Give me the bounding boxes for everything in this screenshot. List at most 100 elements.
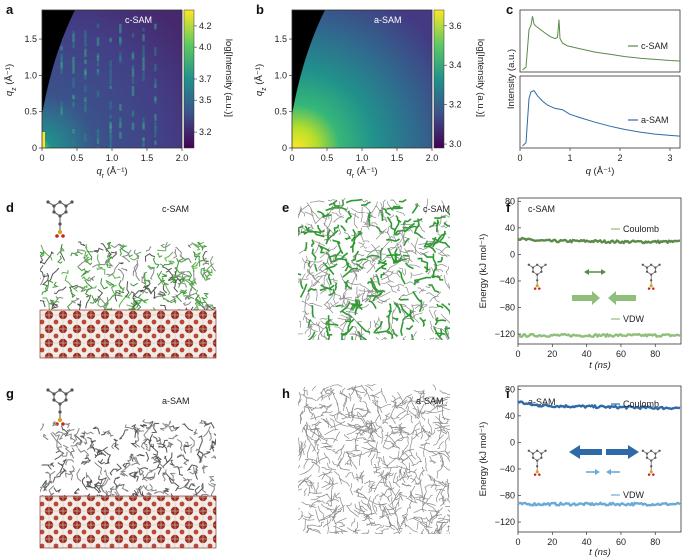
- molecule-segment: [437, 429, 445, 432]
- molecule-segment: [415, 410, 419, 419]
- chain-segment: [175, 291, 185, 303]
- molecule-segment: [368, 485, 377, 490]
- molecule-segment: [364, 481, 374, 485]
- molecule-segment: [359, 451, 362, 466]
- molecule-segment: [308, 512, 314, 517]
- ordered-molecule: [392, 248, 398, 264]
- chain-segment: [42, 480, 47, 491]
- bragg-spot: [84, 84, 87, 93]
- ordered-molecule: [446, 211, 450, 216]
- molecule-segment: [414, 479, 422, 485]
- molecule-segment: [443, 224, 450, 229]
- atom: [52, 392, 56, 396]
- molecule-segment: [314, 273, 329, 280]
- chain-segment: [130, 300, 137, 310]
- molecule-segment: [436, 226, 442, 237]
- molecule-segment: [439, 246, 449, 254]
- molecule-segment: [401, 431, 410, 436]
- chain-segment: [185, 307, 188, 310]
- chain-segment: [153, 289, 158, 300]
- chain-segment: [136, 467, 144, 476]
- molecule-segment: [329, 492, 336, 502]
- molecule-segment: [423, 337, 435, 340]
- ytick-label: 0.5: [24, 107, 37, 117]
- xtick-label: 60: [616, 537, 626, 547]
- molecule-segment: [433, 263, 447, 267]
- bragg-spot: [96, 138, 100, 142]
- ordered-molecule: [299, 283, 308, 298]
- phosphorus-atom: [535, 284, 539, 288]
- molecule-segment: [418, 247, 428, 250]
- chain-segment: [183, 459, 189, 466]
- oxygen-atom: [61, 234, 65, 238]
- molecule-segment: [371, 201, 378, 214]
- molecule-segment: [358, 396, 363, 403]
- molecule-segment: [429, 320, 435, 333]
- chain-segment: [186, 288, 192, 299]
- bragg-spot: [119, 52, 122, 58]
- chain-segment: [81, 276, 91, 282]
- molecule-segment: [424, 457, 428, 472]
- molecule-segment: [438, 482, 449, 487]
- molecule-segment: [377, 457, 380, 467]
- bragg-spot: [131, 77, 135, 84]
- molecule-segment: [348, 392, 352, 402]
- molecule-segment: [326, 389, 336, 395]
- chain-segment: [79, 432, 85, 439]
- chain-segment: [52, 431, 62, 446]
- molecule-segment: [360, 428, 367, 433]
- panel-a: a c-SAM 4.2 4.0 3.7 3.5 3.2 log[Intensity (a…: [4, 2, 234, 180]
- molecule-segment: [344, 206, 349, 212]
- chain-segment: [188, 483, 196, 490]
- ordered-molecule: [320, 284, 333, 291]
- molecule-segment: [323, 389, 335, 399]
- molecule-segment: [424, 484, 441, 488]
- molecule-segment: [368, 426, 373, 441]
- molecule-segment: [299, 472, 307, 476]
- chain-segment: [91, 485, 103, 490]
- bragg-spot: [72, 56, 75, 66]
- molecule-segment: [432, 434, 444, 446]
- molecule-segment: [409, 436, 413, 452]
- chain-segment: [113, 463, 122, 472]
- chain-segment: [186, 464, 199, 471]
- molecule-segment: [373, 471, 388, 481]
- molecule-segment: [382, 412, 391, 425]
- molecule-segment: [327, 199, 336, 202]
- atom: [64, 210, 68, 214]
- molecule-segment: [353, 213, 358, 229]
- molecule-segment: [308, 491, 322, 494]
- molecule-segment: [417, 287, 427, 292]
- molecule-segment: [413, 496, 428, 500]
- molecule-segment: [306, 434, 313, 441]
- molecule-segment: [396, 210, 406, 217]
- chain-segment: [194, 483, 204, 496]
- molecule-segment: [315, 509, 321, 523]
- molecule-segment: [402, 338, 406, 340]
- chain-segment: [157, 291, 167, 296]
- ordered-molecule: [336, 242, 344, 255]
- molecule-segment: [345, 438, 359, 442]
- molecule-segment: [444, 274, 450, 290]
- molecule-segment: [383, 263, 397, 275]
- bragg-spot: [72, 140, 75, 146]
- chain-segment: [124, 424, 137, 430]
- molecule-segment: [388, 481, 396, 496]
- molecule-segment: [394, 512, 401, 528]
- chain-segment: [136, 301, 142, 310]
- molecule-segment: [437, 523, 447, 531]
- chain-segment: [57, 255, 63, 264]
- chain-segment: [114, 291, 122, 302]
- molecule-segment: [428, 451, 438, 456]
- molecule-segment: [304, 458, 317, 462]
- molecule-segment: [438, 496, 445, 501]
- molecule-segment: [346, 455, 351, 465]
- molecule-segment: [330, 302, 335, 307]
- molecule-segment: [377, 469, 385, 477]
- chain-segment: [82, 269, 91, 276]
- molecule-segment: [412, 422, 420, 436]
- chain-segment: [40, 299, 46, 308]
- molecule-segment: [379, 256, 392, 262]
- molecule-segment: [359, 227, 365, 243]
- chain-segment: [120, 247, 133, 258]
